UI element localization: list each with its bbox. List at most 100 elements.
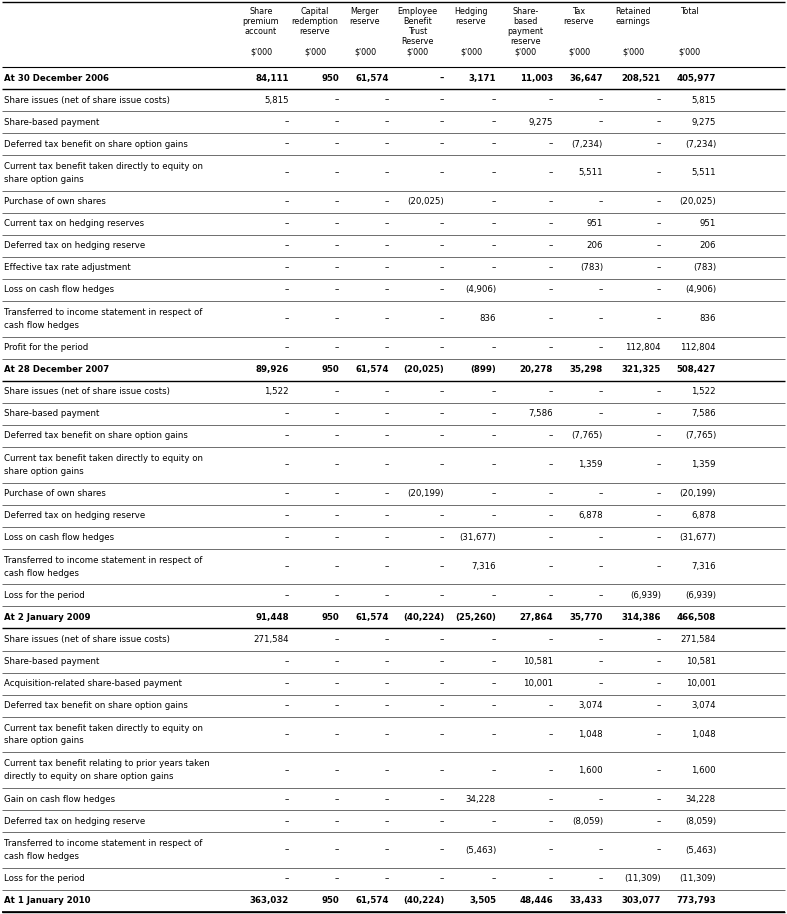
Text: 950: 950 [321,73,339,82]
Text: –: – [492,657,496,666]
Text: –: – [549,285,553,294]
Text: –: – [549,845,553,855]
Text: –: – [656,461,661,469]
Text: 10,581: 10,581 [686,657,716,666]
Text: –: – [285,118,289,126]
Text: –: – [334,241,339,250]
Text: –: – [492,409,496,419]
Text: –: – [549,794,553,803]
Text: Acquisition-related share-based payment: Acquisition-related share-based payment [4,679,182,688]
Text: Share issues (net of share issue costs): Share issues (net of share issue costs) [4,96,170,104]
Text: 112,804: 112,804 [681,344,716,352]
Text: 466,508: 466,508 [677,613,716,622]
Text: (40,224): (40,224) [403,613,444,622]
Text: directly to equity on share option gains: directly to equity on share option gains [4,772,173,781]
Text: Loss on cash flow hedges: Loss on cash flow hedges [4,533,114,542]
Text: –: – [334,168,339,177]
Text: 11,003: 11,003 [520,73,553,82]
Text: (25,260): (25,260) [455,613,496,622]
Text: 773,793: 773,793 [676,897,716,906]
Text: –: – [440,635,444,644]
Text: reserve: reserve [300,27,331,36]
Text: –: – [285,533,289,542]
Text: 314,386: 314,386 [622,613,661,622]
Text: Deferred tax benefit on share option gains: Deferred tax benefit on share option gai… [4,140,188,149]
Text: redemption: redemption [291,17,338,26]
Text: –: – [334,766,339,775]
Text: Total: Total [680,7,699,16]
Text: –: – [385,511,389,520]
Text: –: – [440,875,444,884]
Text: –: – [492,489,496,498]
Text: Share-based payment: Share-based payment [4,409,99,419]
Text: 5,815: 5,815 [691,96,716,104]
Text: –: – [385,489,389,498]
Text: –: – [385,241,389,250]
Text: payment: payment [508,27,544,36]
Text: reserve: reserve [349,17,380,26]
Text: share option gains: share option gains [4,737,83,746]
Text: –: – [334,533,339,542]
Text: –: – [492,701,496,710]
Text: (20,025): (20,025) [407,197,444,207]
Text: –: – [334,219,339,228]
Text: $'000: $'000 [568,47,590,56]
Text: –: – [440,344,444,352]
Text: $'000: $'000 [460,47,482,56]
Text: –: – [599,197,603,207]
Text: 7,316: 7,316 [691,562,716,571]
Text: –: – [334,96,339,104]
Text: –: – [656,562,661,571]
Text: –: – [334,817,339,825]
Text: 6,878: 6,878 [578,511,603,520]
Text: –: – [334,511,339,520]
Text: –: – [334,140,339,149]
Text: Hedging: Hedging [454,7,488,16]
Text: Retained: Retained [615,7,651,16]
Text: (6,939): (6,939) [685,591,716,600]
Text: –: – [599,96,603,104]
Text: (7,765): (7,765) [571,431,603,441]
Text: –: – [285,219,289,228]
Text: –: – [549,388,553,397]
Text: 5,815: 5,815 [264,96,289,104]
Text: –: – [599,875,603,884]
Text: –: – [656,168,661,177]
Text: (899): (899) [471,366,496,374]
Text: –: – [492,197,496,207]
Text: –: – [656,140,661,149]
Text: –: – [385,96,389,104]
Text: $'000: $'000 [515,47,537,56]
Text: share option gains: share option gains [4,175,83,184]
Text: 303,077: 303,077 [622,897,661,906]
Text: 61,574: 61,574 [356,897,389,906]
Text: Deferred tax benefit on share option gains: Deferred tax benefit on share option gai… [4,701,188,710]
Text: –: – [492,679,496,688]
Text: –: – [285,794,289,803]
Text: –: – [440,118,444,126]
Text: –: – [549,489,553,498]
Text: At 30 December 2006: At 30 December 2006 [4,73,109,82]
Text: –: – [334,794,339,803]
Text: –: – [385,314,389,324]
Text: –: – [440,241,444,250]
Text: –: – [334,263,339,272]
Text: (31,677): (31,677) [679,533,716,542]
Text: –: – [440,431,444,441]
Text: –: – [285,511,289,520]
Text: –: – [334,118,339,126]
Text: –: – [549,533,553,542]
Text: –: – [492,730,496,739]
Text: (6,939): (6,939) [630,591,661,600]
Text: Current tax benefit taken directly to equity on: Current tax benefit taken directly to eq… [4,724,203,732]
Text: reserve: reserve [456,17,486,26]
Text: 1,522: 1,522 [264,388,289,397]
Text: 84,111: 84,111 [256,73,289,82]
Text: $'000: $'000 [304,47,326,56]
Text: 6,878: 6,878 [691,511,716,520]
Text: –: – [549,241,553,250]
Text: Share-based payment: Share-based payment [4,657,99,666]
Text: Transferred to income statement in respect of: Transferred to income statement in respe… [4,308,202,317]
Text: –: – [599,591,603,600]
Text: 34,228: 34,228 [686,794,716,803]
